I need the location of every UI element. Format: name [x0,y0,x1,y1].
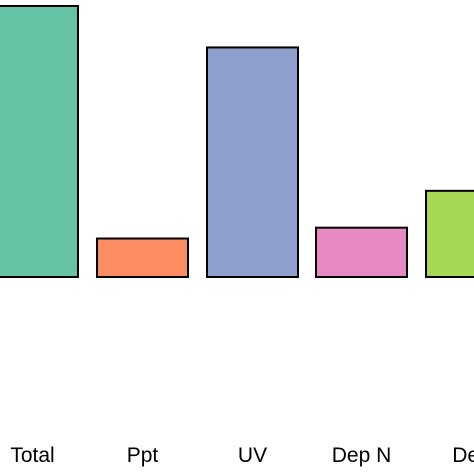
bar-uv [206,46,299,279]
tick-labels-group: Total Ppt UV Dep N Dep [10,444,474,467]
x-tick-label-ppt: Ppt [127,444,159,467]
x-tick-label-total: Total [10,444,54,467]
x-tick-label-dep-n: Dep N [332,444,392,467]
bar-dep [425,189,474,279]
bar-dep-n [315,226,408,278]
x-tick-label-uv: UV [238,444,267,467]
bars-group [0,5,474,279]
bar-total [0,5,79,278]
x-tick-label-dep: Dep [452,444,474,467]
bar-ppt [96,237,189,279]
